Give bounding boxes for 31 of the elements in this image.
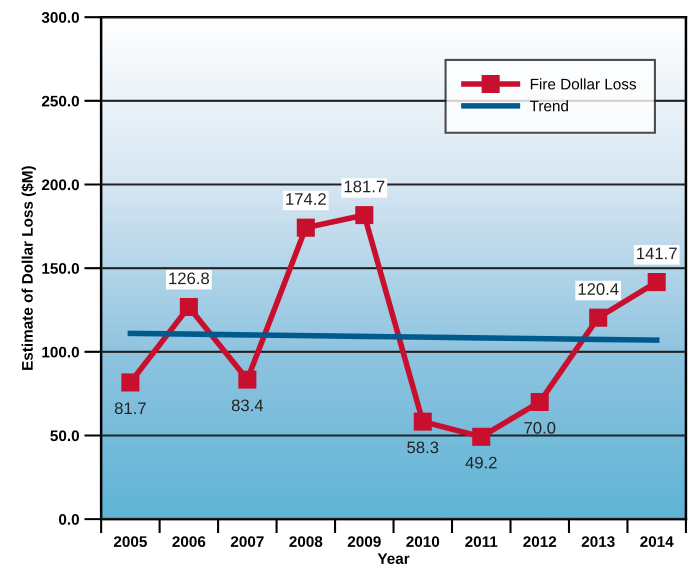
data-label: 174.2 [286,193,326,205]
y-tick-label: 250.0 [42,96,79,107]
legend-label: Trend [530,100,568,112]
x-tick-label: 2010 [406,536,440,548]
data-label: 120.4 [578,283,619,295]
y-tick-label: 0.0 [58,514,79,525]
x-tick-label: 2011 [465,536,498,548]
y-tick-label: 200.0 [42,179,79,190]
data-label: 49.2 [465,456,497,469]
x-tick-label: 2008 [289,536,322,548]
y-tick-label: 50.0 [50,430,79,442]
data-label: 126.8 [169,272,209,284]
y-tick-label: 300.0 [42,12,79,23]
y-tick-label: 100.0 [42,346,79,358]
x-tick-label: 2007 [230,536,264,548]
legend-label: Fire Dollar Loss [530,78,636,90]
data-label: 58.3 [407,441,438,454]
x-tick-label: 2006 [172,536,206,548]
data-label: 141.7 [637,248,677,260]
data-label: 181.7 [344,180,384,192]
y-tick-label: 150.0 [42,263,79,274]
y-axis-title: Estimate of Dollar Loss ($M) [21,166,36,370]
x-tick-label: 2013 [582,536,615,548]
x-tick-label: 2012 [523,536,556,548]
data-label: 81.7 [114,402,146,414]
data-label: 70.0 [524,422,556,434]
data-label: 83.4 [232,399,264,412]
x-tick-label: 2009 [348,536,381,548]
x-tick-label: 2014 [640,536,674,548]
x-axis-title: Year [378,553,410,564]
x-tick-label: 2005 [114,536,147,548]
